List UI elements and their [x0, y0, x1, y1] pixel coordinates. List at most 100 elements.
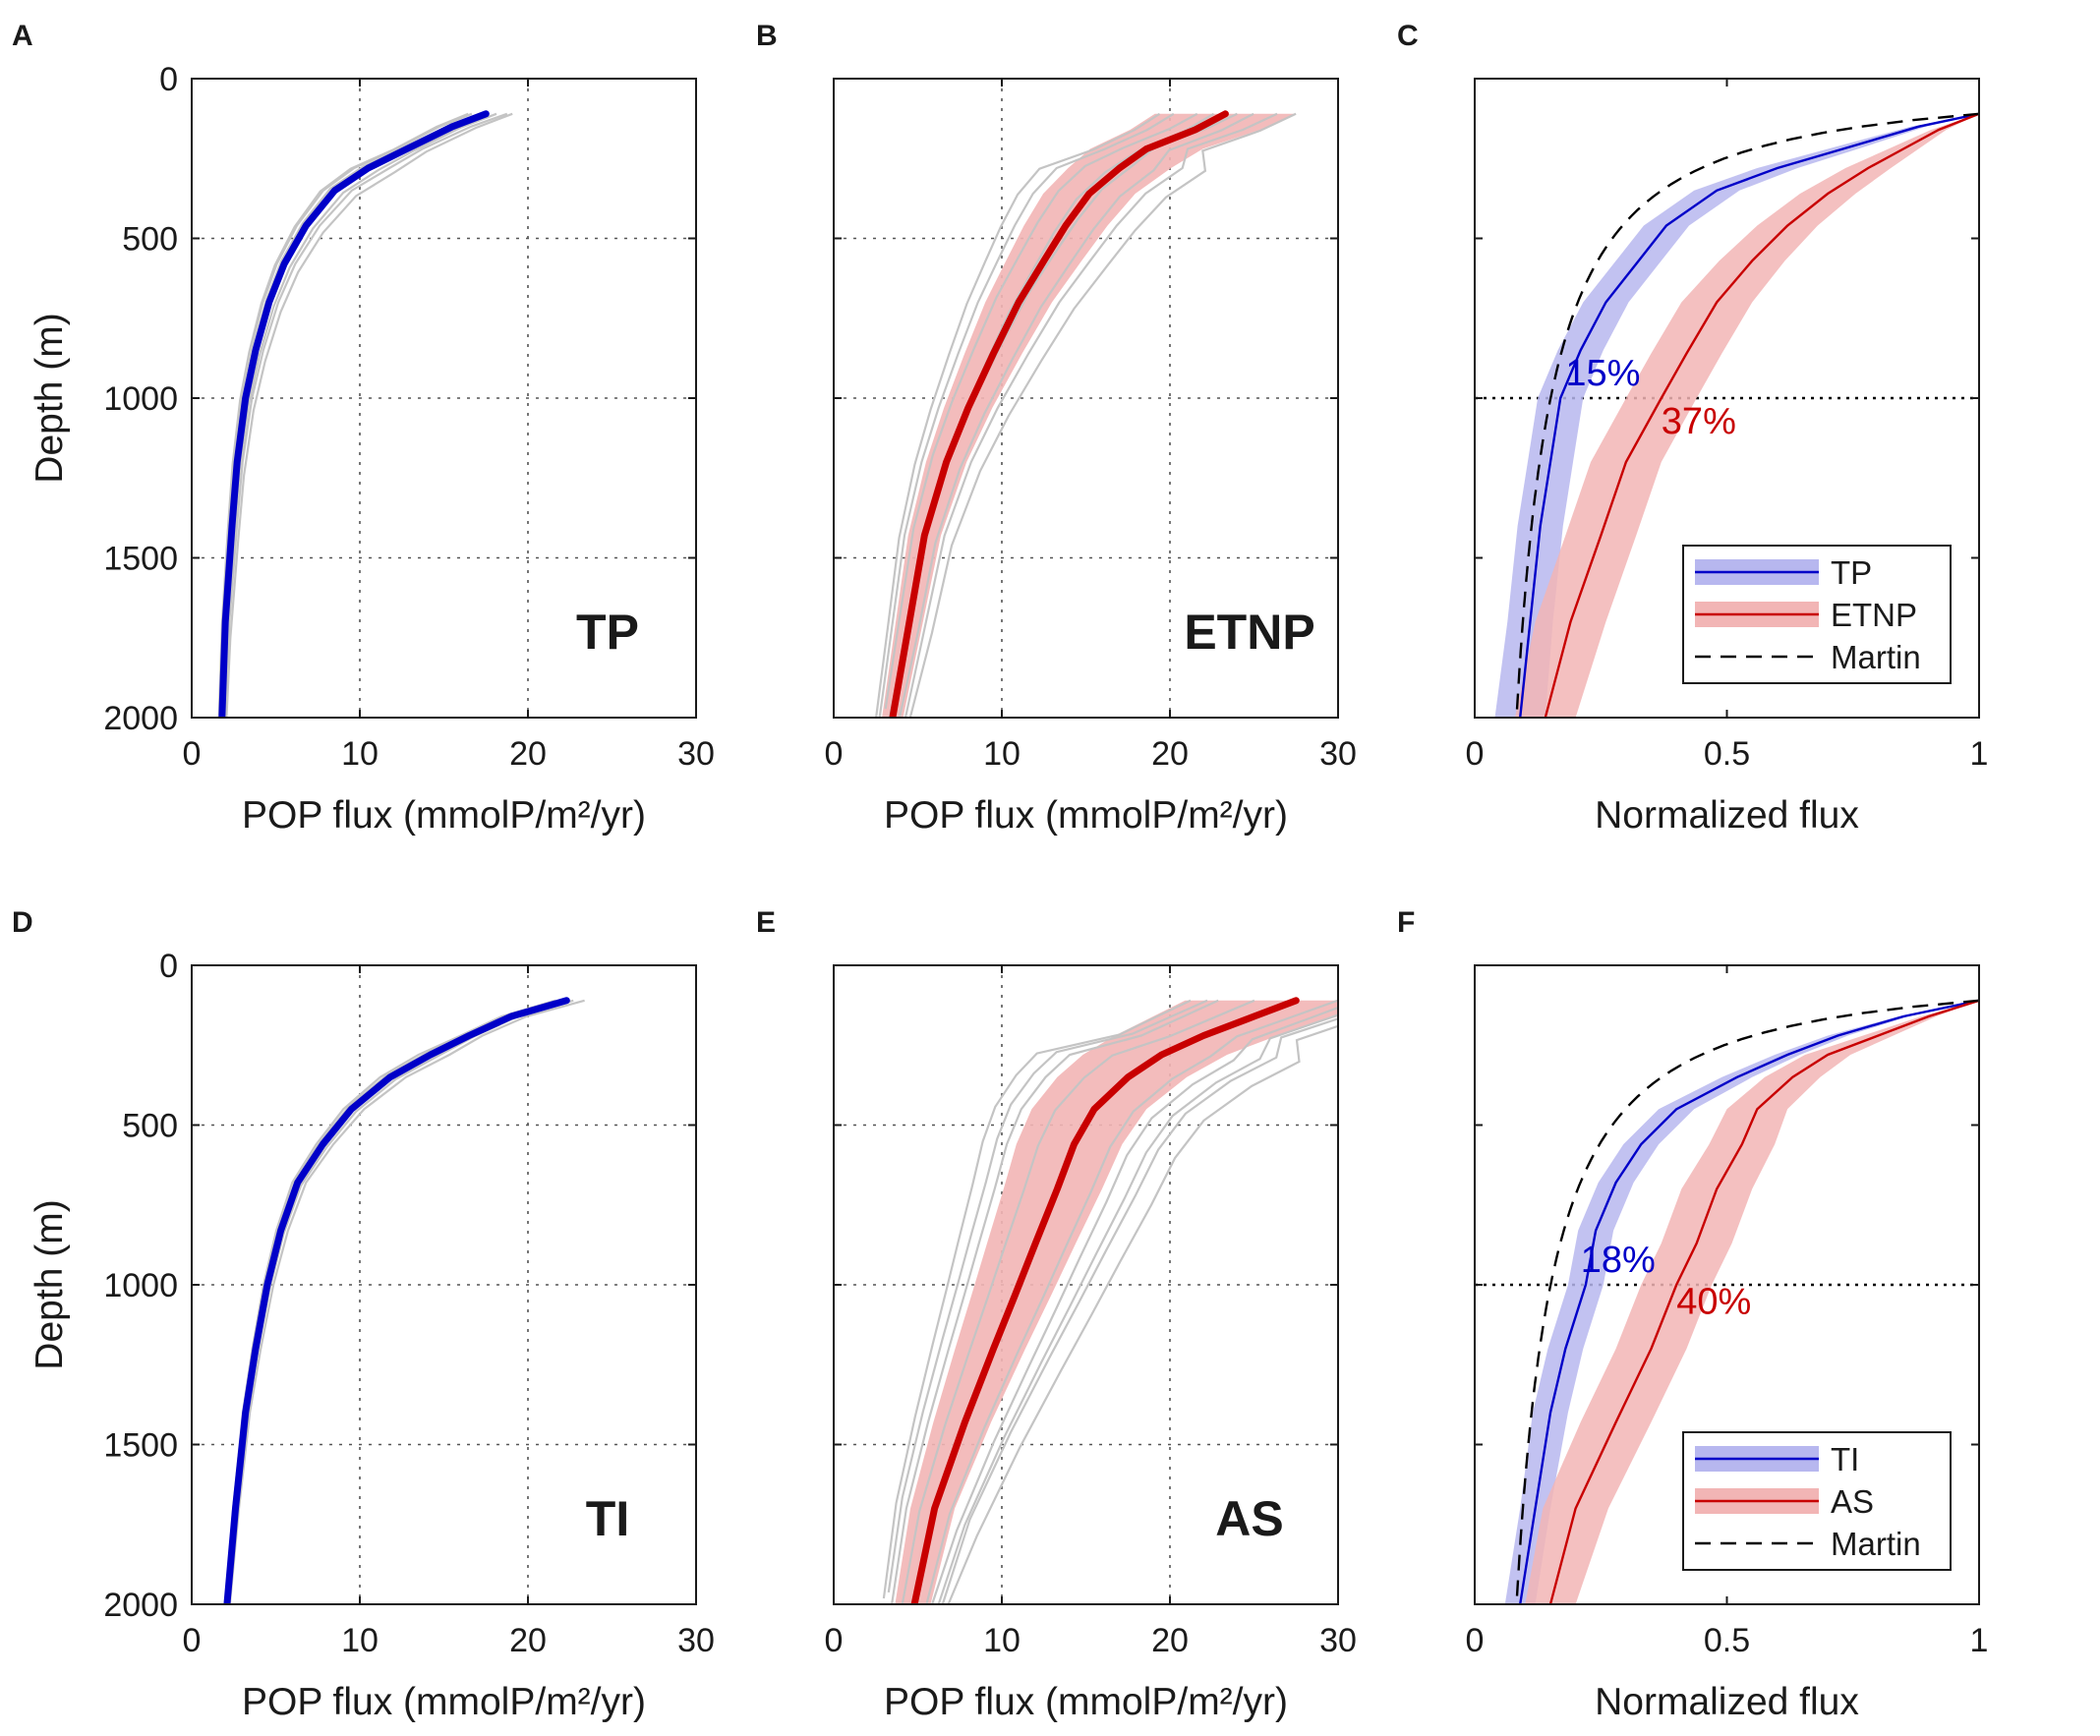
y-axis-label: Depth (m)	[29, 1199, 71, 1369]
plot-area	[223, 997, 585, 1604]
ensemble-member-line	[226, 999, 574, 1604]
line-etnp	[1544, 112, 1980, 719]
x-tick-label: 0.5	[1704, 1622, 1750, 1659]
y-tick-label: 2000	[103, 700, 178, 737]
x-tick-label: 0	[183, 735, 202, 773]
line-as	[1548, 999, 1980, 1605]
panel-b: B ETNP 0 10 20 30 POP flux (mmolP/m²/yr)	[756, 20, 1357, 837]
mean-flux-line	[218, 110, 490, 718]
mean-flux-line	[910, 997, 1300, 1604]
legend-label: Martin	[1831, 1526, 1921, 1562]
y-tick-label: 500	[122, 1108, 178, 1145]
x-tick-label: 10	[341, 735, 379, 773]
panel-letter: C	[1397, 20, 1419, 52]
y-tick-label: 1000	[103, 1267, 178, 1304]
panel-letter: B	[756, 20, 778, 52]
ensemble-member-line	[228, 999, 585, 1604]
ensemble-member-line	[878, 112, 1175, 718]
line-martin	[1515, 999, 1980, 1601]
ensemble-member-line	[925, 999, 1338, 1604]
y-axis-label: Depth (m)	[29, 313, 71, 483]
x-tick-label: 20	[1151, 735, 1189, 773]
line-martin	[1515, 112, 1980, 715]
percent-annotation: 40%	[1676, 1281, 1751, 1322]
x-tick-label: 20	[509, 735, 547, 773]
x-tick-label: 1	[1970, 1622, 1989, 1659]
panel-letter: E	[756, 906, 776, 939]
ensemble-member-line	[225, 112, 513, 718]
region-tag: TP	[576, 605, 639, 660]
x-axis-label: POP flux (mmolP/m²/yr)	[884, 794, 1288, 837]
legend-label: AS	[1831, 1483, 1874, 1520]
panel-f: F 18% 40% TI AS Martin 0 0.5 1 Normalized flux	[1397, 906, 1988, 1723]
region-tag: AS	[1215, 1491, 1283, 1546]
x-tick-label: 30	[677, 1622, 715, 1659]
x-tick-label: 0	[1466, 735, 1485, 773]
x-tick-label: 0	[1466, 1622, 1485, 1659]
x-tick-label: 20	[1151, 1622, 1189, 1659]
y-tick-label: 0	[159, 61, 178, 98]
panel-a: A TP 0 10 20 30 0 500 1000 1500 2000 POP flux (mmol…	[12, 20, 715, 837]
legend-label: Martin	[1831, 639, 1921, 675]
mean-flux-line	[223, 997, 570, 1604]
x-tick-label: 30	[1319, 735, 1357, 773]
percent-annotation: 18%	[1581, 1240, 1656, 1281]
ensemble-member-line	[224, 999, 556, 1604]
ensemble-member-line	[904, 112, 1278, 718]
x-axis-label: POP flux (mmolP/m²/yr)	[242, 794, 646, 837]
x-tick-label: 10	[983, 1622, 1021, 1659]
x-axis-label: Normalized flux	[1595, 1681, 1859, 1723]
line-ti	[1519, 999, 1980, 1605]
x-tick-label: 0.5	[1704, 735, 1750, 773]
legend-label: ETNP	[1831, 597, 1917, 633]
plot-area	[875, 110, 1297, 718]
y-tick-label: 1500	[103, 541, 178, 578]
ensemble-member-line	[887, 999, 1208, 1593]
uncertainty-band	[895, 1000, 1338, 1604]
ensemble-member-line	[225, 999, 563, 1600]
legend: TP ETNP Martin	[1682, 545, 1952, 684]
x-axis-label: POP flux (mmolP/m²/yr)	[884, 1681, 1288, 1723]
ensemble-member-line	[875, 112, 1161, 718]
ensemble-member-line	[218, 112, 473, 718]
plot-area	[217, 110, 513, 718]
x-axis-label: Normalized flux	[1595, 794, 1859, 837]
x-axis-label: POP flux (mmolP/m²/yr)	[242, 1681, 646, 1723]
ensemble-member-line	[891, 999, 1219, 1604]
panel-letter: F	[1397, 906, 1415, 939]
plot-area	[882, 997, 1338, 1604]
ensemble-member-line	[217, 112, 469, 718]
x-tick-label: 0	[183, 1622, 202, 1659]
x-tick-label: 0	[825, 735, 844, 773]
x-tick-label: 30	[1319, 1622, 1357, 1659]
x-tick-label: 0	[825, 1622, 844, 1659]
ensemble-member-line	[219, 112, 482, 713]
x-tick-label: 1	[1970, 735, 1989, 773]
ensemble-member-line	[901, 999, 1255, 1604]
ensemble-member-line	[931, 1006, 1338, 1604]
panel-letter: A	[12, 20, 33, 52]
ensemble-member-line	[224, 112, 508, 718]
y-tick-label: 500	[122, 221, 178, 259]
band-ti	[1504, 1000, 1979, 1604]
panel-e: E AS 0 10 20 30 POP flux (mmolP/m²/yr)	[756, 906, 1357, 1723]
ensemble-member-line	[937, 1013, 1338, 1604]
band-tp	[1494, 113, 1979, 719]
y-tick-label: 1000	[103, 380, 178, 418]
x-tick-label: 10	[341, 1622, 379, 1659]
y-tick-label: 0	[159, 948, 178, 985]
legend-label: TI	[1831, 1441, 1859, 1477]
ensemble-member-line	[898, 112, 1254, 718]
panel-c: C 15% 37% TP ETNP Martin 0 0.5 1 Normalized flux	[1397, 20, 1988, 837]
panel-d: D TI 0 10 20 30 0 500 1000 1500 2000 POP flux (mmol…	[12, 906, 715, 1723]
ensemble-member-line	[947, 1024, 1338, 1604]
ensemble-member-line	[884, 112, 1198, 710]
x-tick-label: 30	[677, 735, 715, 773]
y-tick-label: 1500	[103, 1427, 178, 1465]
ensemble-member-line	[882, 999, 1192, 1599]
region-tag: ETNP	[1184, 605, 1314, 660]
mean-flux-line	[889, 110, 1229, 718]
line-tp	[1519, 112, 1980, 719]
ensemble-member-line	[941, 1017, 1338, 1604]
